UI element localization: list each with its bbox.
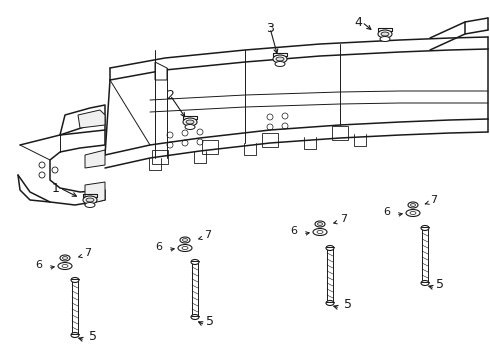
Ellipse shape [318,222,322,225]
Ellipse shape [191,260,199,265]
Ellipse shape [411,203,416,207]
Text: 6: 6 [290,226,297,236]
Polygon shape [78,110,105,128]
Ellipse shape [315,221,325,227]
Ellipse shape [275,62,285,67]
Text: 5: 5 [89,330,97,343]
Text: 5: 5 [436,278,444,291]
Text: 1: 1 [52,181,60,194]
Ellipse shape [178,244,192,252]
Text: 6: 6 [35,260,42,270]
Text: 3: 3 [266,22,274,35]
Text: 4: 4 [354,15,362,28]
Text: 5: 5 [206,315,214,328]
Ellipse shape [186,120,194,124]
Ellipse shape [273,55,287,63]
Ellipse shape [421,280,429,285]
Ellipse shape [180,237,190,243]
Ellipse shape [86,198,94,202]
Text: 7: 7 [84,248,91,258]
Ellipse shape [317,230,323,234]
Ellipse shape [63,256,68,260]
Polygon shape [85,182,105,205]
Polygon shape [155,62,167,80]
Ellipse shape [58,262,72,270]
Text: 2: 2 [166,89,174,102]
Bar [332,126,348,140]
Ellipse shape [313,229,327,235]
Bar [202,140,218,154]
Ellipse shape [182,239,188,242]
Ellipse shape [83,196,97,204]
Text: 7: 7 [340,214,347,224]
Ellipse shape [185,125,195,130]
Text: 7: 7 [204,230,211,240]
Ellipse shape [85,202,95,207]
Ellipse shape [71,333,79,338]
Ellipse shape [326,246,334,251]
Ellipse shape [191,315,199,320]
Ellipse shape [421,225,429,230]
Bar [262,133,278,147]
Ellipse shape [380,36,390,41]
Ellipse shape [326,301,334,306]
Bar [152,150,168,164]
Polygon shape [85,150,105,168]
Ellipse shape [381,32,389,36]
Ellipse shape [182,247,188,249]
Ellipse shape [183,118,197,126]
Text: 6: 6 [155,242,162,252]
Ellipse shape [71,278,79,283]
Text: 6: 6 [383,207,390,217]
Ellipse shape [62,265,68,267]
Text: 7: 7 [430,195,437,205]
Ellipse shape [378,30,392,38]
Ellipse shape [276,57,284,61]
Text: 5: 5 [344,298,352,311]
Ellipse shape [408,202,418,208]
Ellipse shape [60,255,70,261]
Ellipse shape [406,210,420,216]
Ellipse shape [410,212,416,215]
